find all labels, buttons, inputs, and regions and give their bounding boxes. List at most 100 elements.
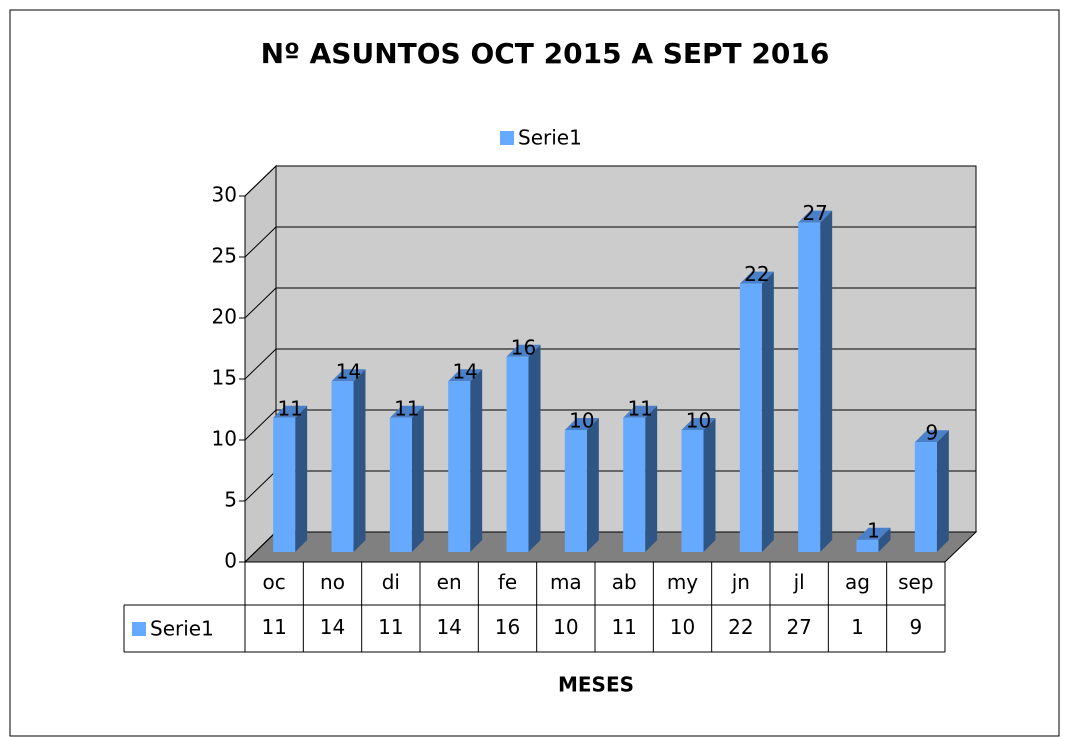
bar-top xyxy=(798,210,833,223)
data-label: 11 xyxy=(627,396,652,420)
table-value: 10 xyxy=(670,615,695,639)
x-tick-label: en xyxy=(437,570,462,594)
data-label: 14 xyxy=(452,360,477,384)
bar-front xyxy=(448,381,471,552)
bar-front xyxy=(389,417,412,552)
table-series-name: Serie1 xyxy=(150,617,214,641)
bar-front xyxy=(273,417,296,552)
x-tick-label: jl xyxy=(793,570,805,594)
bar-top xyxy=(856,527,891,540)
table-value: 14 xyxy=(436,615,461,639)
bar-side xyxy=(528,344,541,552)
data-label: 11 xyxy=(394,396,419,420)
grid-line xyxy=(244,165,277,197)
table-value: 1 xyxy=(851,615,864,639)
legend-label: Serie1 xyxy=(518,126,582,150)
x-tick-label: ab xyxy=(612,570,637,594)
bar-side xyxy=(645,405,658,552)
grid-line xyxy=(244,226,277,258)
bar-front xyxy=(623,417,646,552)
data-label: 16 xyxy=(511,335,536,359)
grid-line xyxy=(244,470,277,502)
x-tick-label: di xyxy=(382,570,400,594)
bar xyxy=(681,418,716,552)
bar xyxy=(564,418,599,552)
bar-top xyxy=(681,418,716,430)
bar-top xyxy=(389,405,424,418)
chart-title: Nº ASUNTOS OCT 2015 A SEPT 2016 xyxy=(261,37,830,70)
bar xyxy=(448,369,483,552)
bar-front xyxy=(681,430,704,552)
bar-side xyxy=(470,369,483,552)
data-label: 22 xyxy=(744,262,769,286)
y-tick-label: 5 xyxy=(224,488,237,512)
bar-side xyxy=(820,210,833,552)
bar-side xyxy=(936,430,949,552)
data-label: 10 xyxy=(569,409,594,433)
bar-front xyxy=(856,539,879,552)
table-value: 11 xyxy=(611,615,636,639)
table-value: 14 xyxy=(320,615,345,639)
grid-line xyxy=(244,531,277,563)
y-tick-label: 0 xyxy=(224,549,237,573)
grid-line xyxy=(244,348,277,380)
bar-front xyxy=(331,381,354,552)
bar-top xyxy=(331,369,366,382)
grid-line xyxy=(244,409,277,441)
data-label: 9 xyxy=(925,421,938,445)
bar-side xyxy=(703,418,716,552)
table-value: 11 xyxy=(261,615,286,639)
bar xyxy=(273,405,308,552)
table-value: 16 xyxy=(495,615,520,639)
bar-front xyxy=(914,442,937,552)
table-value: 9 xyxy=(909,615,922,639)
bar xyxy=(623,405,658,552)
table-value: 27 xyxy=(786,615,811,639)
data-label: 11 xyxy=(277,396,302,420)
x-tick-label: sep xyxy=(898,570,933,594)
table-value: 22 xyxy=(728,615,753,639)
bar-side xyxy=(411,405,424,552)
bar-front xyxy=(564,430,587,552)
x-tick-label: no xyxy=(320,570,345,594)
x-tick-label: my xyxy=(667,570,698,594)
bar xyxy=(389,405,424,552)
table-legend-swatch xyxy=(132,622,146,636)
bar xyxy=(856,527,891,552)
x-tick-label: jn xyxy=(731,570,750,594)
data-label: 27 xyxy=(802,201,827,225)
bar-front xyxy=(739,283,762,552)
x-tick-label: ma xyxy=(550,570,582,594)
x-tick-label: fe xyxy=(498,570,517,594)
legend-swatch xyxy=(500,131,514,145)
x-axis-title: MESES xyxy=(558,673,634,697)
bar xyxy=(798,210,833,552)
bar-front xyxy=(506,356,529,552)
bar-top xyxy=(506,344,541,357)
bar-side xyxy=(353,369,366,552)
bar-front xyxy=(798,222,821,552)
data-label: 10 xyxy=(686,409,711,433)
bar-top xyxy=(564,418,599,430)
bar-side xyxy=(878,527,891,552)
bar-side xyxy=(586,418,599,552)
bar-side xyxy=(295,405,308,552)
bar xyxy=(739,271,774,552)
data-label: 1 xyxy=(867,518,880,542)
x-tick-label: ag xyxy=(845,570,870,594)
bar xyxy=(506,344,541,552)
y-tick-label: 25 xyxy=(212,244,237,268)
bar-top xyxy=(914,430,949,443)
bar xyxy=(914,430,949,552)
table-value: 10 xyxy=(553,615,578,639)
bar-top xyxy=(739,271,774,284)
bar-side xyxy=(761,271,774,552)
y-tick-label: 10 xyxy=(212,427,237,451)
x-tick-label: oc xyxy=(263,570,286,594)
y-tick-label: 20 xyxy=(212,305,237,329)
bar-top xyxy=(623,405,658,418)
y-tick-label: 30 xyxy=(212,183,237,207)
bar-top xyxy=(273,405,308,418)
y-tick-label: 15 xyxy=(212,366,237,390)
